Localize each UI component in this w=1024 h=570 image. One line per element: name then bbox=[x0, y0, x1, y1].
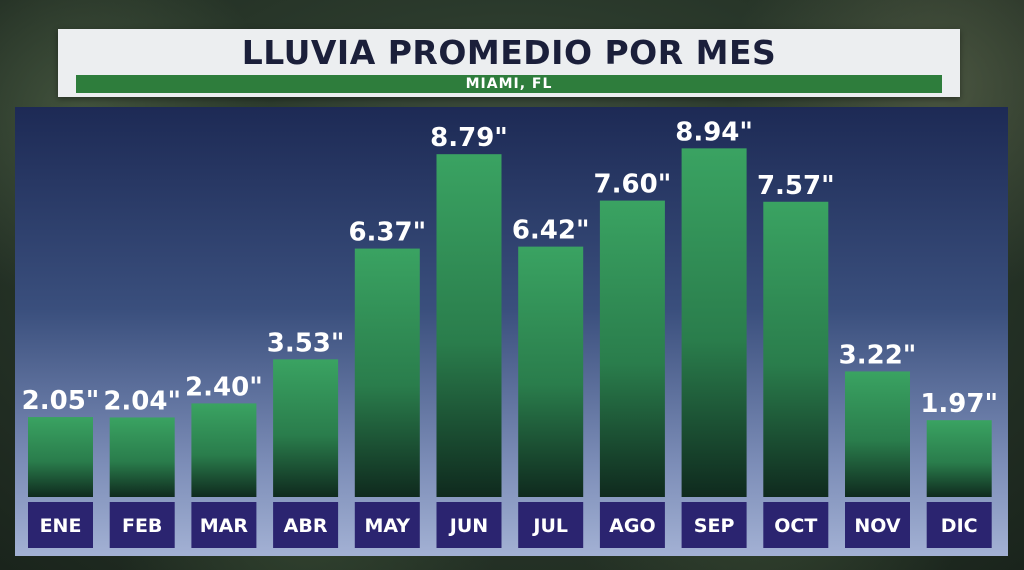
category-box-feb bbox=[109, 502, 175, 548]
bar-ene bbox=[28, 417, 93, 497]
data-label-jul: 6.42" bbox=[512, 216, 590, 246]
category-label-jul: JUL bbox=[531, 515, 568, 537]
subtitle-bar: MIAMI, FL bbox=[76, 75, 942, 93]
data-label-may: 6.37" bbox=[348, 218, 426, 248]
data-label-jun: 8.79" bbox=[430, 123, 508, 153]
bar-jun bbox=[436, 154, 502, 497]
category-label-jun: JUN bbox=[448, 515, 488, 537]
category-label-ene: ENE bbox=[40, 515, 82, 537]
bar-mar bbox=[191, 403, 257, 497]
category-label-dic: DIC bbox=[941, 515, 978, 537]
chart-subtitle: MIAMI, FL bbox=[465, 76, 553, 92]
category-label-mar: MAR bbox=[200, 515, 249, 537]
bar-nov bbox=[845, 371, 910, 497]
category-box-mar bbox=[191, 502, 257, 548]
category-label-abr: ABR bbox=[284, 515, 328, 537]
data-label-ago: 7.60" bbox=[594, 170, 672, 200]
bar-chart: 2.05" ENE 2.04" FEB 2.40" MAR 3.53" ABR 6.37" MAY… bbox=[22, 117, 998, 548]
category-label-nov: NOV bbox=[854, 515, 901, 537]
data-label-mar: 2.40" bbox=[185, 372, 263, 402]
data-label-feb: 2.04" bbox=[103, 386, 181, 416]
data-label-dic: 1.97" bbox=[920, 389, 998, 419]
bar-may bbox=[354, 248, 420, 497]
category-box-oct bbox=[763, 502, 829, 548]
category-label-ago: AGO bbox=[609, 515, 655, 537]
bar-ago bbox=[599, 200, 665, 497]
data-label-oct: 7.57" bbox=[757, 171, 835, 201]
title-card: LLUVIA PROMEDIO POR MES MIAMI, FL bbox=[58, 29, 960, 97]
bar-dic bbox=[926, 420, 992, 497]
category-box-nov bbox=[845, 502, 910, 548]
category-box-dic bbox=[926, 502, 992, 548]
category-box-may bbox=[354, 502, 420, 548]
bar-abr bbox=[273, 359, 339, 497]
category-label-oct: OCT bbox=[774, 515, 817, 537]
category-box-jun bbox=[436, 502, 502, 548]
category-box-sep bbox=[681, 502, 747, 548]
bar-sep bbox=[681, 148, 747, 497]
category-label-feb: FEB bbox=[122, 515, 162, 537]
data-label-ene: 2.05" bbox=[22, 386, 100, 416]
category-box-abr bbox=[273, 502, 339, 548]
bar-feb bbox=[109, 417, 175, 497]
category-label-may: MAY bbox=[365, 515, 411, 537]
category-label-sep: SEP bbox=[694, 515, 735, 537]
category-box-ago bbox=[599, 502, 665, 548]
chart-panel: 2.05" ENE 2.04" FEB 2.40" MAR 3.53" ABR 6.37" MAY… bbox=[15, 107, 1008, 556]
chart-title: LLUVIA PROMEDIO POR MES bbox=[241, 33, 777, 72]
bar-jul bbox=[518, 246, 584, 497]
data-label-abr: 3.53" bbox=[267, 328, 345, 358]
category-box-jul bbox=[518, 502, 584, 548]
category-box-ene bbox=[28, 502, 93, 548]
data-label-sep: 8.94" bbox=[675, 117, 753, 147]
data-label-nov: 3.22" bbox=[839, 340, 917, 370]
bar-oct bbox=[763, 201, 829, 497]
